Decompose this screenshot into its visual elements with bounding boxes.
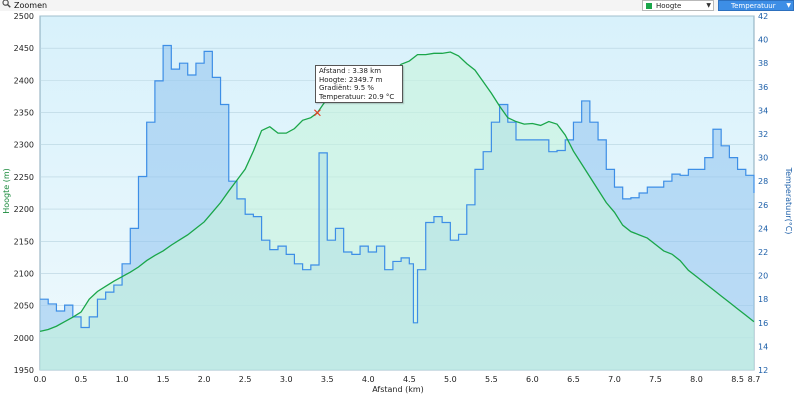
- tooltip-elevation: Hoogte: 2349.7 m: [319, 75, 383, 84]
- right-tick-label: 24: [758, 224, 768, 233]
- zoom-label: Zoomen: [14, 0, 48, 10]
- zoom-button[interactable]: Zoomen: [2, 0, 47, 10]
- x-tick-label: 3.5: [321, 375, 334, 384]
- left-series-select[interactable]: Hoogte ▼: [642, 0, 714, 11]
- right-tick-label: 30: [758, 154, 768, 163]
- position-marker: [313, 109, 321, 117]
- left-tick-label: 2400: [14, 76, 34, 85]
- chevron-down-icon: ▼: [706, 2, 711, 9]
- x-axis-ticks: 0.0 0.5 1.0 1.5 2.0 2.5 3.0 3.5 4.0 4.5 5.0 5.5 6.0 6…: [34, 375, 761, 384]
- x-tick-label: 7.5: [649, 375, 662, 384]
- x-tick-label: 0.5: [75, 375, 88, 384]
- right-axis-title: Temperatuur(°C): [784, 167, 793, 235]
- left-tick-label: 2000: [14, 334, 34, 343]
- x-tick-label: 8.5: [731, 375, 744, 384]
- left-series-label: Hoogte: [656, 1, 682, 10]
- right-tick-label: 28: [758, 177, 768, 186]
- elevation-area: [40, 52, 754, 370]
- right-tick-label: 20: [758, 272, 768, 281]
- left-tick-label: 2300: [14, 141, 34, 150]
- left-tick-label: 1950: [14, 366, 34, 375]
- right-tick-label: 32: [758, 130, 768, 139]
- right-tick-label: 18: [758, 295, 768, 304]
- temperature-line: [40, 44, 755, 329]
- x-tick-label: 6.5: [567, 375, 580, 384]
- right-tick-label: 40: [758, 36, 768, 45]
- x-tick-label: 5.0: [444, 375, 457, 384]
- right-series-select[interactable]: Temperatuur ▼: [718, 0, 794, 11]
- left-tick-label: 2150: [14, 237, 34, 246]
- magnifier-icon: [2, 0, 11, 11]
- left-tick-label: 2500: [14, 12, 34, 21]
- x-tick-label: 2.0: [198, 375, 211, 384]
- right-series-label: Temperatuur: [731, 1, 776, 10]
- tooltip-gradient: Gradiënt: 9.5 %: [319, 84, 375, 92]
- tooltip-distance: Afstand : 3.38 km: [319, 67, 382, 75]
- left-tick-label: 2350: [14, 109, 34, 118]
- right-axis-ticks: 12 14 16 18 20 22 24 26 28 30 32 34 36 38 40 42: [758, 12, 768, 375]
- marker-cross: [313, 109, 321, 117]
- right-tick-label: 22: [758, 248, 768, 257]
- right-tick-label: 14: [758, 342, 768, 351]
- left-tick-label: 2250: [14, 173, 34, 182]
- chevron-down-icon: ▼: [786, 2, 791, 9]
- x-axis-title: Afstand (km): [372, 385, 424, 394]
- left-tick-label: 2200: [14, 205, 34, 214]
- x-tick-label: 4.5: [403, 375, 416, 384]
- x-tick-label: 5.5: [485, 375, 498, 384]
- right-tick-label: 38: [758, 59, 768, 68]
- x-tick-label: 3.0: [280, 375, 293, 384]
- hover-tooltip: Afstand : 3.38 km Hoogte: 2349.7 m Gradi…: [315, 65, 403, 103]
- x-tick-label: 8.0: [690, 375, 703, 384]
- right-tick-label: 26: [758, 201, 768, 210]
- x-tick-label: 2.5: [239, 375, 252, 384]
- x-tick-label: 6.0: [526, 375, 539, 384]
- toolbar: Zoomen Hoogte ▼ Temperatuur ▼: [0, 0, 794, 11]
- left-axis-title: Hoogte (m): [2, 168, 11, 214]
- x-tick-label: 7.0: [608, 375, 621, 384]
- left-tick-label: 2450: [14, 44, 34, 53]
- left-axis-ticks: 1950 2000 2050 2100 2150 2200 2250 2300 2350 2400…: [14, 12, 34, 375]
- left-tick-label: 2050: [14, 302, 34, 311]
- left-tick-label: 2100: [14, 269, 34, 278]
- tooltip-temperature: Temperatuur: 20.9 °C: [319, 92, 395, 101]
- right-tick-label: 42: [758, 12, 768, 21]
- x-tick-label: 1.0: [116, 375, 129, 384]
- x-tick-label: 4.0: [362, 375, 375, 384]
- series-color-swatch: [646, 2, 652, 9]
- right-tick-label: 36: [758, 83, 768, 92]
- right-tick-label: 12: [758, 366, 768, 375]
- x-tick-label: 1.5: [157, 375, 170, 384]
- x-tick-label: 8.7: [748, 375, 761, 384]
- right-tick-label: 16: [758, 319, 768, 328]
- right-tick-label: 34: [758, 106, 768, 115]
- x-tick-label: 0.0: [34, 375, 47, 384]
